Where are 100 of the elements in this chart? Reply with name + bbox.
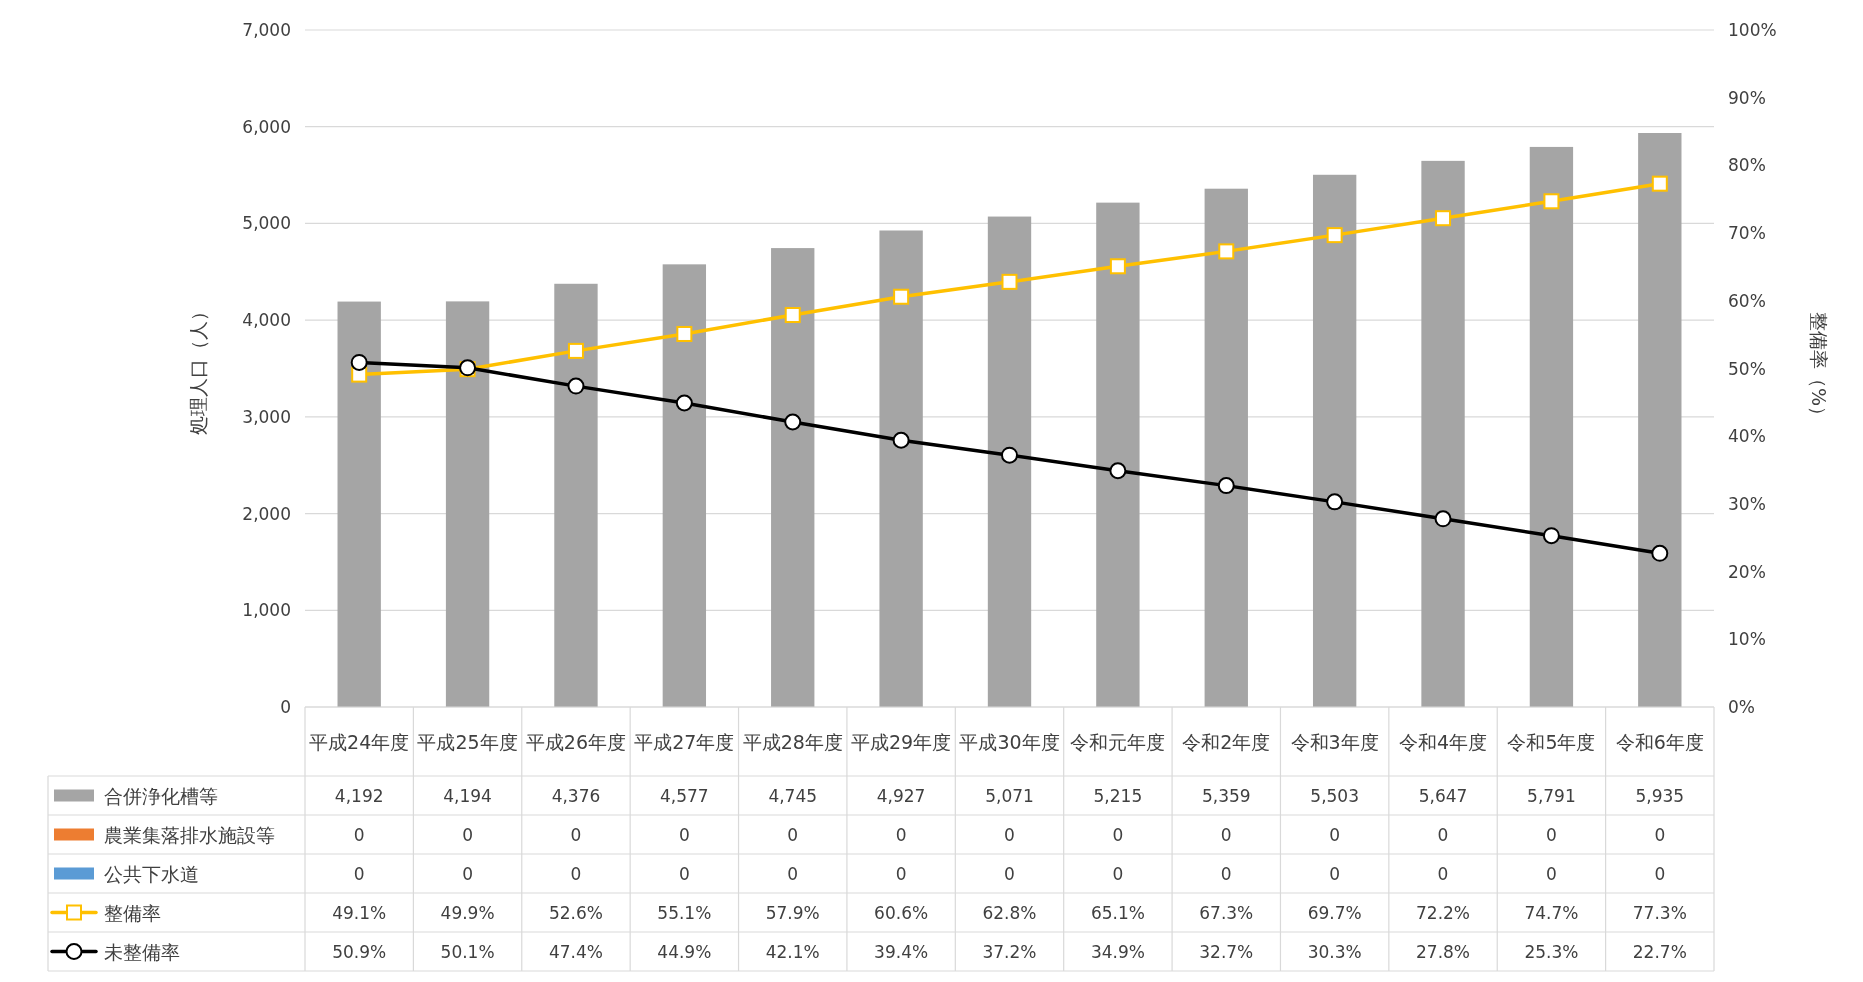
data-label: 0 — [1112, 863, 1124, 884]
data-label: 77.3% — [1632, 902, 1687, 923]
data-label: 5,647 — [1418, 785, 1468, 806]
legend-label: 公共下水道 — [104, 862, 199, 885]
data-label: 30.3% — [1307, 941, 1362, 962]
data-label: 0 — [787, 824, 799, 845]
y-tick-label: 5,000 — [242, 213, 291, 234]
data-label: 50.9% — [332, 941, 387, 962]
y2-tick-label: 50% — [1728, 358, 1766, 379]
data-label: 27.8% — [1416, 941, 1471, 962]
data-label: 0 — [895, 863, 907, 884]
data-label: 62.8% — [982, 902, 1037, 923]
y-tick-label: 2,000 — [242, 503, 291, 524]
data-label: 49.9% — [440, 902, 495, 923]
y2-tick-label: 10% — [1728, 629, 1766, 650]
data-label: 0 — [1004, 824, 1015, 845]
x-tick-label: 令和元年度 — [1070, 730, 1166, 753]
data-label: 0 — [1546, 863, 1557, 884]
legend-label: 農業集落排水施設等 — [104, 823, 275, 846]
data-label: 72.2% — [1416, 902, 1471, 923]
data-label: 55.1% — [657, 902, 712, 923]
y2-tick-label: 30% — [1728, 493, 1766, 514]
data-label: 39.4% — [874, 941, 929, 962]
data-label: 0 — [1220, 824, 1232, 845]
data-label: 37.2% — [982, 941, 1037, 962]
x-tick-label: 平成25年度 — [417, 730, 518, 753]
y2-tick-label: 100% — [1728, 20, 1777, 40]
data-label: 0 — [353, 863, 365, 884]
y-tick-label: 1,000 — [242, 600, 291, 621]
data-label: 4,194 — [443, 785, 492, 806]
legend-label: 整備率 — [104, 901, 161, 924]
data-label: 4,745 — [768, 785, 818, 806]
data-label: 0 — [353, 824, 365, 845]
y-tick-label: 7,000 — [242, 20, 291, 40]
data-label: 0 — [1546, 824, 1557, 845]
data-label: 0 — [678, 824, 690, 845]
data-label: 4,192 — [334, 785, 384, 806]
data-label: 0 — [1329, 824, 1341, 845]
data-label: 69.7% — [1307, 902, 1362, 923]
x-tick-label: 令和5年度 — [1507, 730, 1596, 753]
data-label: 0 — [1004, 863, 1015, 884]
x-tick-label: 令和2年度 — [1182, 730, 1271, 753]
data-label: 52.6% — [548, 902, 603, 923]
data-label: 4,577 — [660, 785, 709, 806]
data-label: 32.7% — [1199, 941, 1254, 962]
data-label: 42.1% — [765, 941, 820, 962]
data-label: 57.9% — [765, 902, 820, 923]
y2-tick-label: 40% — [1728, 426, 1766, 447]
data-label: 0 — [570, 824, 582, 845]
data-label: 0 — [678, 863, 690, 884]
data-label: 0 — [1654, 863, 1666, 884]
data-label: 5,503 — [1310, 785, 1359, 806]
data-label: 0 — [1112, 824, 1124, 845]
y-tick-label: 6,000 — [242, 116, 291, 137]
data-label: 0 — [1654, 824, 1666, 845]
data-label: 0 — [1437, 824, 1449, 845]
data-label: 0 — [462, 863, 473, 884]
x-tick-label: 平成29年度 — [851, 730, 952, 753]
data-label: 5,359 — [1201, 785, 1251, 806]
data-label: 0 — [895, 824, 907, 845]
data-label: 5,935 — [1635, 785, 1685, 806]
y2-tick-label: 80% — [1728, 155, 1766, 176]
legend-label: 合併浄化槽等 — [104, 784, 218, 807]
data-label: 65.1% — [1090, 902, 1145, 923]
x-tick-label: 平成27年度 — [634, 730, 735, 753]
data-label: 22.7% — [1632, 941, 1687, 962]
data-label: 5,071 — [985, 785, 1034, 806]
data-label: 60.6% — [874, 902, 929, 923]
data-label: 5,791 — [1527, 785, 1576, 806]
data-label: 0 — [1220, 863, 1232, 884]
x-tick-label: 令和6年度 — [1615, 730, 1704, 753]
data-label: 50.1% — [440, 941, 495, 962]
data-label: 0 — [787, 863, 799, 884]
y2-tick-label: 0% — [1728, 697, 1755, 717]
y-axis-title: 処理人口（人） — [187, 302, 209, 435]
data-label: 74.7% — [1524, 902, 1579, 923]
data-label: 47.4% — [548, 941, 603, 962]
y-tick-label: 0 — [280, 697, 291, 717]
data-label: 34.9% — [1090, 941, 1145, 962]
y2-tick-label: 90% — [1728, 87, 1766, 108]
data-label: 25.3% — [1524, 941, 1579, 962]
data-label: 0 — [462, 824, 473, 845]
x-tick-label: 平成30年度 — [959, 730, 1060, 753]
data-label: 0 — [1437, 863, 1449, 884]
x-tick-label: 令和4年度 — [1398, 730, 1488, 753]
y2-axis-title: 整備率（%） — [1808, 311, 1830, 426]
y2-tick-label: 60% — [1728, 290, 1766, 311]
y-tick-label: 3,000 — [242, 406, 291, 427]
data-label: 44.9% — [657, 941, 712, 962]
data-label: 0 — [1329, 863, 1341, 884]
y2-tick-label: 70% — [1728, 223, 1766, 244]
x-tick-label: 平成24年度 — [309, 730, 410, 753]
data-label: 4,376 — [551, 785, 601, 806]
legend-label: 未整備率 — [104, 940, 180, 963]
y-tick-label: 4,000 — [242, 310, 291, 331]
x-tick-label: 平成26年度 — [525, 730, 627, 753]
data-label: 5,215 — [1093, 785, 1143, 806]
data-label: 0 — [570, 863, 582, 884]
y2-tick-label: 20% — [1728, 561, 1766, 582]
data-label: 67.3% — [1199, 902, 1254, 923]
